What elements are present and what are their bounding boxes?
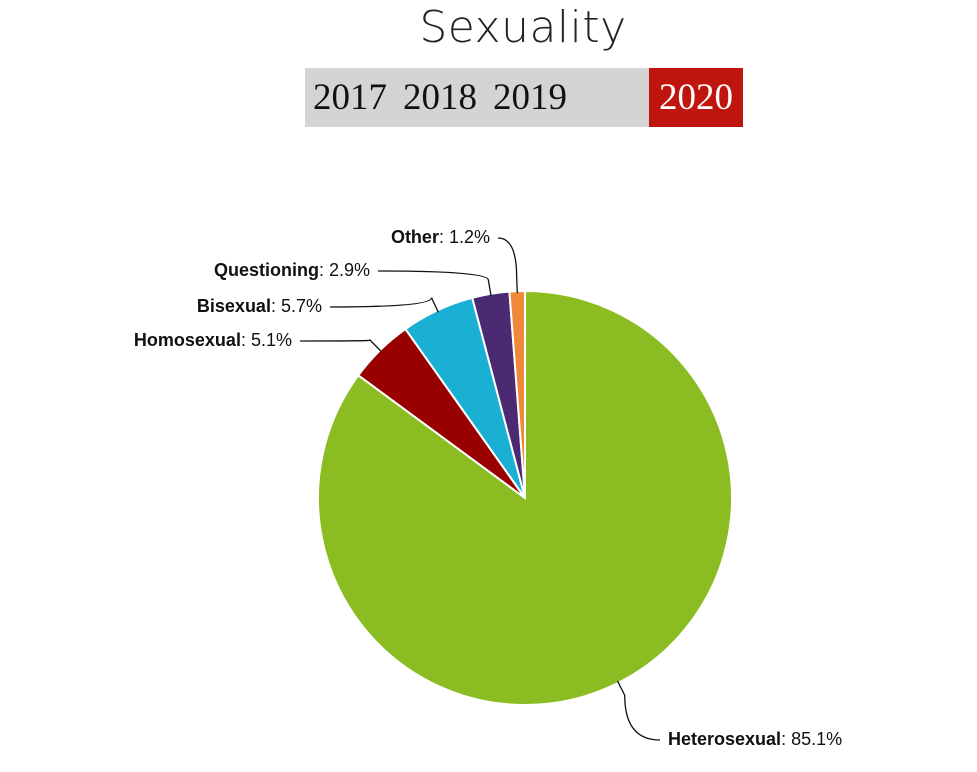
year-tab[interactable]: 2017: [313, 77, 387, 118]
data-label: Questioning: 2.9%: [214, 260, 370, 280]
value-label: 2.9%: [329, 260, 370, 280]
category-name: Other: [391, 227, 439, 247]
year-tab[interactable]: 2020: [649, 68, 743, 127]
value-label: 1.2%: [449, 227, 490, 247]
value-label: 5.1%: [251, 330, 292, 350]
separator: :: [319, 260, 329, 280]
category-name: Homosexual: [134, 330, 241, 350]
data-label: Bisexual: 5.7%: [197, 296, 322, 316]
data-label: Other: 1.2%: [391, 227, 490, 247]
separator: :: [439, 227, 449, 247]
separator: :: [271, 296, 281, 316]
category-name: Bisexual: [197, 296, 271, 316]
category-name: Heterosexual: [668, 729, 781, 749]
value-label: 85.1%: [791, 729, 842, 749]
value-label: 5.7%: [281, 296, 322, 316]
chart-title: Sexuality: [419, 2, 627, 53]
category-name: Questioning: [214, 260, 319, 280]
leader-line: [377, 270, 492, 296]
data-label: Homosexual: 5.1%: [134, 330, 292, 350]
year-tab[interactable]: 2019: [493, 77, 567, 118]
leader-line: [497, 237, 518, 294]
year-tabs: 2017 2018 2019 2020: [305, 68, 743, 127]
data-label: Heterosexual: 85.1%: [668, 729, 842, 749]
separator: :: [781, 729, 791, 749]
year-tab[interactable]: 2018: [403, 77, 477, 118]
leader-line: [329, 297, 439, 313]
separator: :: [241, 330, 251, 350]
leader-line: [299, 338, 382, 353]
leader-line: [616, 680, 661, 741]
